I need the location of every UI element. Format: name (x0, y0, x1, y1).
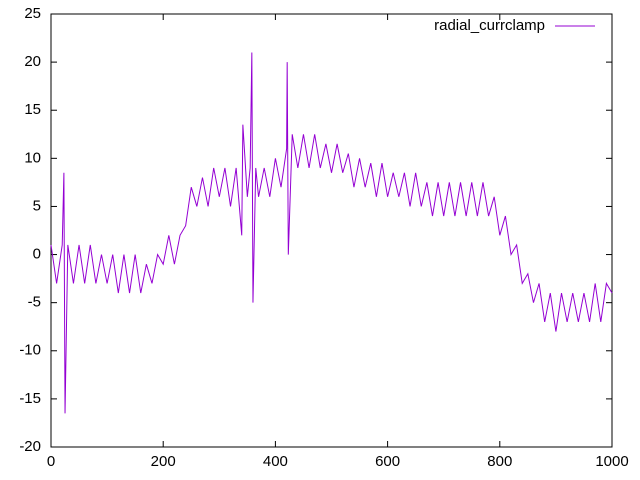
y-tick-label: 5 (33, 197, 41, 214)
y-tick-label: -5 (28, 294, 41, 311)
x-tick-label: 0 (47, 453, 55, 470)
y-tick-label: 10 (24, 149, 41, 166)
y-tick-label: 25 (24, 5, 41, 22)
x-tick-label: 600 (375, 453, 400, 470)
x-tick-label: 800 (487, 453, 512, 470)
y-tick-label: 20 (24, 53, 41, 70)
data-line (50, 52, 613, 414)
y-tick-label: 15 (24, 101, 41, 118)
plot-border (50, 13, 613, 448)
x-tick-label: 200 (151, 453, 176, 470)
y-tick-label: 0 (33, 246, 41, 263)
y-tick-label: -10 (19, 342, 41, 359)
x-tick-label: 400 (263, 453, 288, 470)
legend-label: radial_currclamp (434, 17, 545, 34)
x-tick-label: 1000 (595, 453, 628, 470)
y-tick-label: -20 (19, 438, 41, 455)
y-tick-label: -15 (19, 390, 41, 407)
